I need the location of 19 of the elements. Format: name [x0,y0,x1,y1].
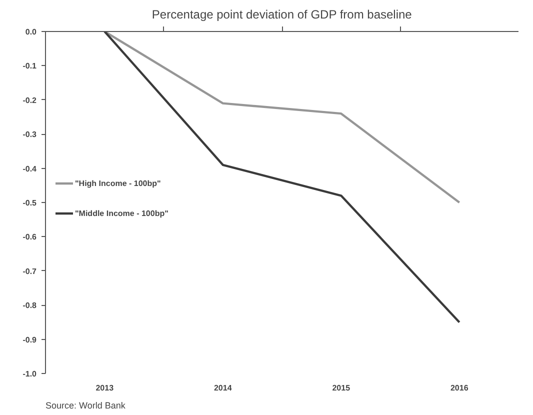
source-note: Source: World Bank [46,400,126,410]
legend-label: "High Income - 100bp" [75,178,161,188]
y-tick-label: 0.0 [25,28,38,36]
y-tick-label: -1.0 [22,370,38,378]
y-tick-label: -0.2 [22,96,38,105]
x-tick-label: 2016 [450,384,469,392]
x-tick-label: 2014 [214,384,232,392]
y-tick-label: -0.9 [22,335,38,344]
x-tick-label: 2013 [96,384,114,392]
x-tick-label: 2015 [332,384,351,392]
y-tick-label: -0.8 [22,301,38,310]
y-tick-label: -0.6 [22,232,38,242]
y-tick-label: -0.1 [22,62,38,71]
y-tick-label: -0.4 [22,164,38,174]
y-tick-label: -0.7 [22,266,38,276]
y-tick-label: -0.5 [22,198,38,208]
legend-label: "Middle Income - 100bp" [75,208,168,218]
chart-title: Percentage point deviation of GDP from baseline [152,8,412,22]
y-tick-label: -0.3 [22,130,38,140]
